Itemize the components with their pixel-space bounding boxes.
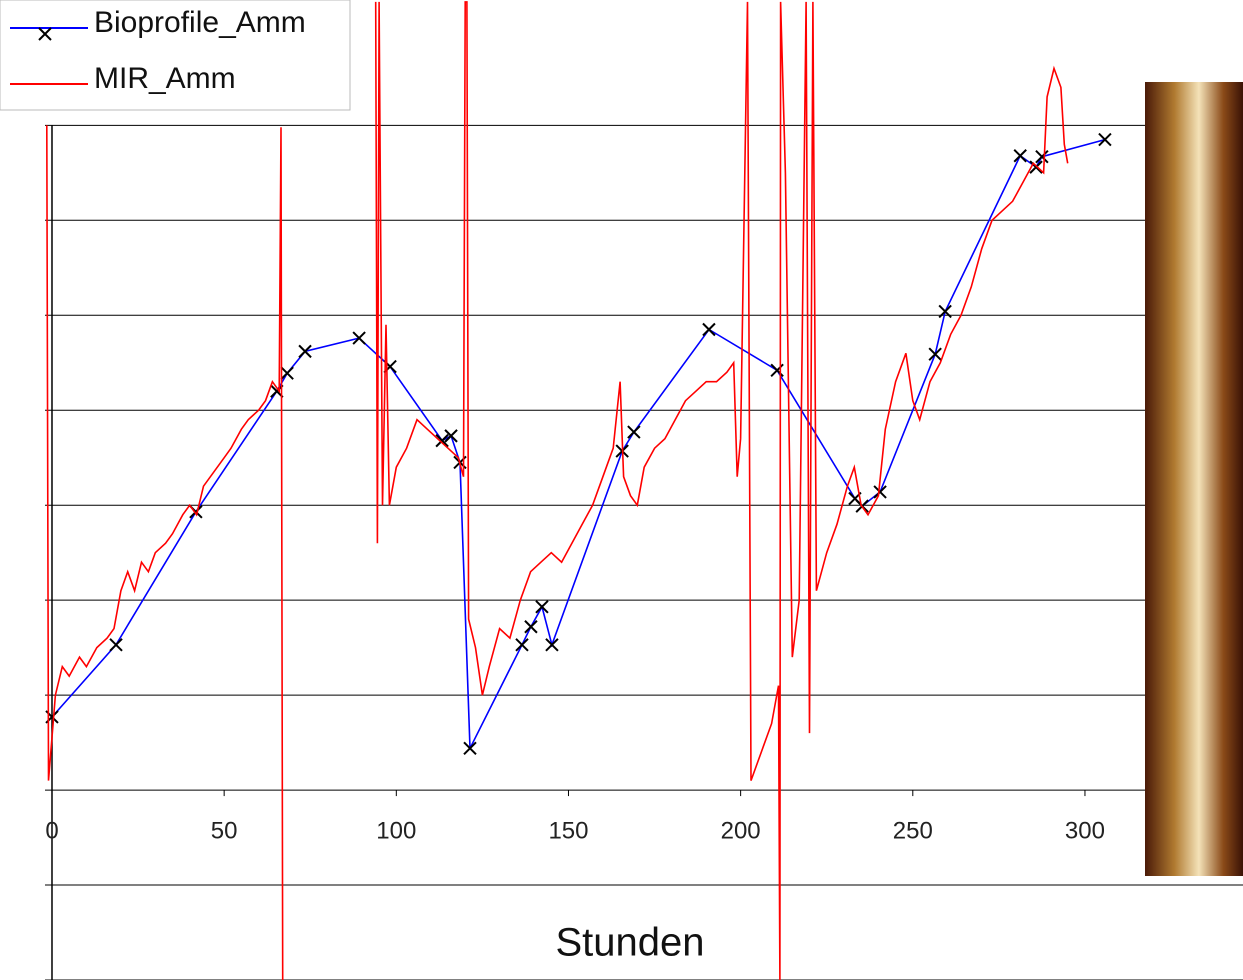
legend-label: MIR_Amm bbox=[94, 62, 236, 95]
x-tick-label: 200 bbox=[721, 817, 761, 844]
marker bbox=[874, 486, 886, 498]
marker bbox=[110, 639, 122, 651]
marker bbox=[929, 348, 941, 360]
x-axis-label: Stunden bbox=[555, 921, 704, 965]
series-line bbox=[52, 140, 1105, 749]
legend-label: Bioprofile_Amm bbox=[94, 6, 306, 39]
marker bbox=[525, 621, 537, 633]
marker bbox=[299, 345, 311, 357]
chart: 0 50 100 150 200 250 300 Bioprofile_Amm MIR_Amm… bbox=[0, 0, 1243, 980]
marker bbox=[281, 367, 293, 379]
photo bbox=[1145, 82, 1243, 876]
x-tick-label: 100 bbox=[376, 817, 416, 844]
marker bbox=[516, 639, 528, 651]
marker bbox=[1014, 150, 1026, 162]
marker bbox=[353, 332, 365, 344]
series-line bbox=[47, 125, 283, 980]
marker bbox=[771, 364, 783, 376]
x-tick-label: 50 bbox=[211, 817, 238, 844]
grid: 0 50 100 150 200 250 300 bbox=[45, 125, 1243, 980]
marker bbox=[703, 324, 715, 336]
x-tick-label: 250 bbox=[893, 817, 933, 844]
marker bbox=[1036, 151, 1048, 163]
marker bbox=[536, 601, 548, 613]
legend: Bioprofile_Amm MIR_Amm bbox=[0, 0, 350, 110]
x-tick-label: 150 bbox=[548, 817, 588, 844]
x-tick-label: 300 bbox=[1065, 817, 1105, 844]
marker bbox=[546, 639, 558, 651]
marker bbox=[628, 426, 640, 438]
marker bbox=[1099, 134, 1111, 146]
x-tick-label: 0 bbox=[45, 817, 58, 844]
